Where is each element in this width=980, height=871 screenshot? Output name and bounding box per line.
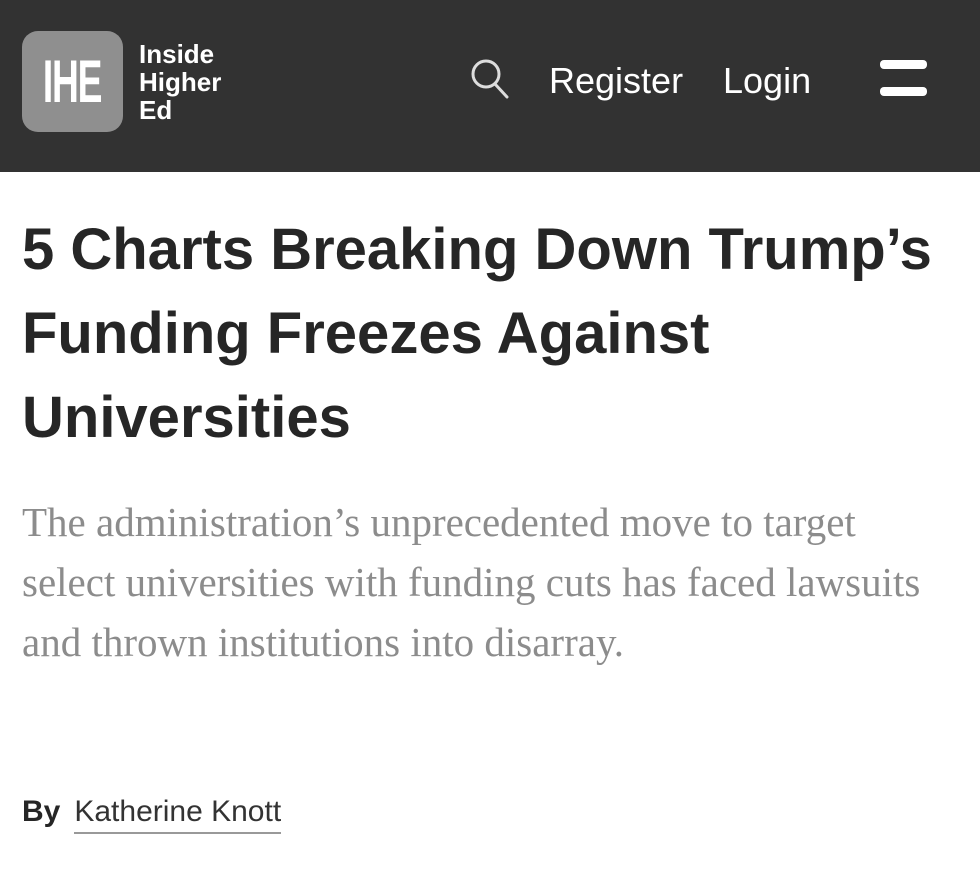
article-title: 5 Charts Breaking Down Trump’s Funding F… (22, 217, 932, 450)
logo-text-line: Inside (139, 39, 215, 69)
logo[interactable]: IHE (22, 31, 123, 132)
search-icon[interactable] (470, 58, 510, 100)
site-header: IHE Inside Higher Ed Register Login (0, 0, 980, 172)
logo-text-line: Higher (139, 67, 222, 97)
logo-mark: IHE (43, 48, 103, 115)
login-link[interactable]: Login (723, 60, 812, 101)
logo-text[interactable]: Inside Higher Ed (139, 40, 221, 124)
hamburger-menu-icon[interactable] (880, 58, 927, 98)
article-subtitle: The administration’s unprecedented move … (22, 499, 921, 665)
author-link[interactable]: Katherine Knott (74, 795, 282, 834)
by-label: By (22, 795, 61, 828)
byline: By Katherine Knott (22, 795, 282, 834)
logo-text-line: Ed (139, 95, 173, 125)
register-link[interactable]: Register (549, 60, 684, 101)
